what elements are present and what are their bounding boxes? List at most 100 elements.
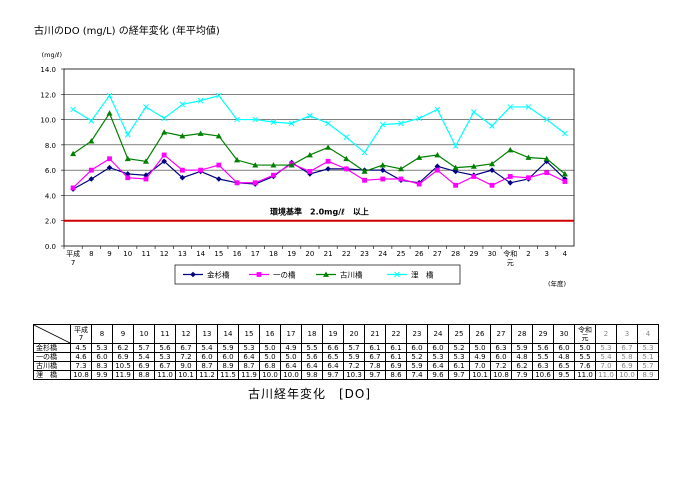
table-row-label: 一の橋 <box>33 352 71 362</box>
series-3-point <box>88 138 95 144</box>
table-year-header: 26 <box>469 324 491 344</box>
series-4-point <box>252 116 259 123</box>
table-cell: 7.2 <box>343 361 365 371</box>
x-tick-label: 平成 7 <box>66 249 80 267</box>
table-cell: 8.6 <box>385 370 407 380</box>
series-4-point <box>106 92 113 99</box>
legend-marker <box>256 272 262 277</box>
series-4-point <box>489 123 495 129</box>
series-2-point <box>179 167 185 173</box>
table-cell: 7.6 <box>574 361 596 371</box>
table-cell: 8.3 <box>91 361 113 371</box>
x-tick-label: 2 <box>526 250 530 258</box>
table-cell: 10.8 <box>70 370 92 380</box>
table-cell: 10.8 <box>490 370 512 380</box>
series-2-point <box>398 176 404 182</box>
series-3-point <box>561 170 568 177</box>
series-4-point <box>234 116 240 123</box>
x-tick-label: 30 <box>488 250 497 258</box>
table-cell: 6.4 <box>238 352 260 362</box>
table-cell: 6.9 <box>133 361 155 371</box>
table-cell: 6.2 <box>511 361 533 371</box>
series-2-point <box>507 174 513 179</box>
x-axis-label: (年度) <box>548 279 566 288</box>
table-row-label: 古川橋 <box>33 361 71 371</box>
table-cell: 5.8 <box>616 352 638 362</box>
table-cell: 6.9 <box>112 352 134 362</box>
table-cell: 6.4 <box>280 361 302 371</box>
x-tick-label: 22 <box>342 250 351 258</box>
table-cell: 5.4 <box>133 352 155 362</box>
table-cell: 8.8 <box>133 370 155 380</box>
table-cell: 7.8 <box>364 361 386 371</box>
table-cell: 6.0 <box>217 352 239 362</box>
series-1-point <box>325 166 331 172</box>
series-2-point <box>271 172 276 178</box>
series-4-point <box>361 149 368 156</box>
series-2-point <box>161 152 167 158</box>
table-cell: 6.0 <box>490 352 512 362</box>
table-cell: 10.1 <box>175 370 197 380</box>
table-year-header: 19 <box>322 324 344 344</box>
table-cell: 6.7 <box>616 343 638 353</box>
x-tick-label: 27 <box>433 250 442 258</box>
table-cell: 8.7 <box>196 361 218 371</box>
series-2-point <box>107 156 112 162</box>
series-4-point <box>124 131 131 138</box>
series-3-point <box>306 151 313 158</box>
table-cell: 7.2 <box>490 361 512 371</box>
x-tick-label: 21 <box>324 250 333 258</box>
x-tick-label: 10 <box>123 250 132 258</box>
x-tick-label: 20 <box>305 250 314 258</box>
table-cell: 7.0 <box>595 361 617 371</box>
table-row: 浬 橋 10.8 9.9 11.9 8.8 11.0 10.1 11.2 11.5 11.9 10.… <box>33 370 659 380</box>
series-4-point <box>161 115 168 122</box>
table-cell: 6.9 <box>385 361 407 371</box>
series-4-point <box>197 97 204 104</box>
x-tick-label: 24 <box>378 250 387 258</box>
y-axis-label: (mg/ℓ) <box>42 51 62 59</box>
series-3-point <box>106 110 113 116</box>
series-2-point <box>362 177 367 183</box>
series-2-point <box>252 180 258 186</box>
series-2-point <box>143 176 149 182</box>
table-row-label: 浬 橋 <box>33 370 71 380</box>
table-cell: 6.5 <box>553 361 575 371</box>
table-year-header: 令和元 <box>574 324 596 344</box>
series-3-point <box>325 144 332 150</box>
series-4-point <box>379 121 386 128</box>
series-2-point <box>325 158 331 164</box>
series-3-point <box>361 168 368 174</box>
table-year-header: 14 <box>217 324 239 344</box>
table-year-header: 17 <box>280 324 302 344</box>
series-2-point <box>88 167 94 173</box>
table-cell: 9.7 <box>322 370 344 380</box>
legend-marker <box>190 271 196 278</box>
series-1-point <box>507 179 514 186</box>
table-cell: 10.0 <box>280 370 302 380</box>
series-2-point <box>471 174 477 179</box>
y-tick-label: 0.0 <box>45 243 56 251</box>
chart-caption: 古川経年変化 [DO] <box>248 387 372 401</box>
table-year-header: 30 <box>553 324 575 344</box>
table-year-header: 8 <box>91 324 113 344</box>
table-year-header: 9 <box>112 324 134 344</box>
table-cell: 5.3 <box>595 343 617 353</box>
table-cell: 4.6 <box>70 352 92 362</box>
series-3-point <box>124 155 131 162</box>
series-2-point <box>70 185 76 191</box>
table-year-header: 3 <box>616 324 638 344</box>
x-tick-label: 4 <box>563 250 568 258</box>
x-tick-label: 13 <box>178 250 187 258</box>
table-cell: 10.1 <box>469 370 491 380</box>
series-4-point <box>307 112 313 119</box>
table-cell: 6.1 <box>385 343 407 353</box>
table-cell: 11.5 <box>217 370 239 380</box>
series-3-point <box>416 154 423 160</box>
legend-label: 古川橋 <box>340 270 363 280</box>
series-line-1 <box>72 160 566 190</box>
series-2-point <box>453 182 459 188</box>
series-1-point <box>216 176 222 182</box>
series-4-point <box>416 115 423 122</box>
series-3-point <box>434 151 441 158</box>
